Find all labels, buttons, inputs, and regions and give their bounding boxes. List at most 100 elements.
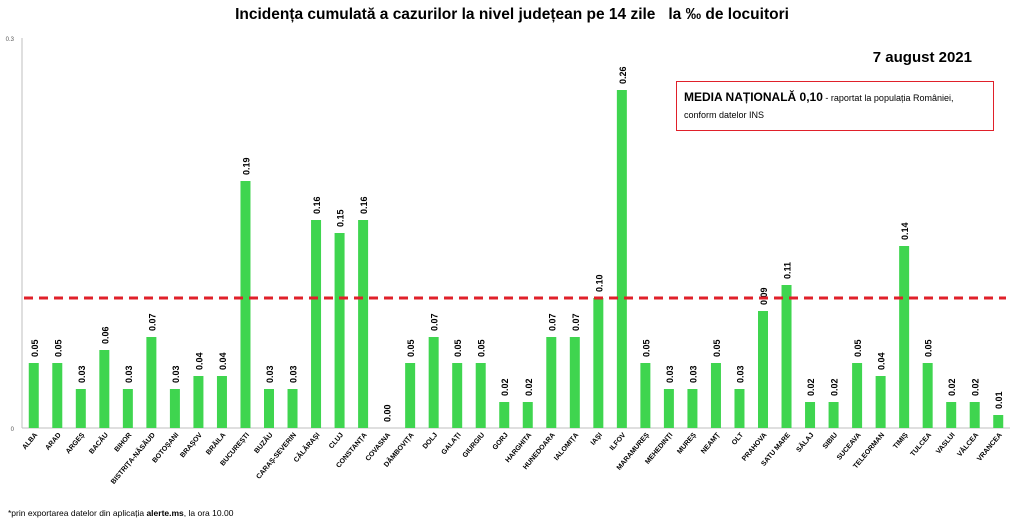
footnote-prefix: *prin exportarea datelor din aplicația: [8, 508, 147, 518]
bar: [828, 402, 839, 428]
data-label: 0.01: [994, 391, 1004, 409]
data-label: 0.05: [53, 339, 63, 357]
bar: [169, 389, 180, 428]
bar: [522, 402, 533, 428]
category-label: VRANCEA: [976, 432, 1004, 463]
data-label: 0.02: [947, 378, 957, 396]
footnote: *prin exportarea datelor din aplicația a…: [8, 508, 233, 518]
category-label: BUZĂU: [252, 431, 275, 456]
bar: [993, 415, 1004, 428]
category-label: TULCEA: [910, 432, 934, 458]
category-label: SĂLAJ: [794, 430, 816, 453]
category-label: IALOMIȚA: [553, 432, 580, 462]
data-label: 0.05: [453, 339, 463, 357]
data-label: 0.06: [100, 326, 110, 344]
category-label: GIURGIU: [462, 432, 487, 459]
bar: [640, 363, 651, 428]
data-label: 0.05: [712, 339, 722, 357]
category-label: VÂLCEA: [955, 431, 980, 459]
data-label: 0.05: [853, 339, 863, 357]
bar: [687, 389, 698, 428]
data-label: 0.04: [877, 352, 887, 370]
bar: [287, 389, 298, 428]
category-label: CLUJ: [328, 432, 345, 451]
bar: [875, 376, 886, 428]
national-average-label: MEDIA NAȚIONALĂ 0,10: [684, 90, 823, 104]
category-label: BACĂU: [87, 431, 110, 456]
data-label: 0.16: [312, 196, 322, 214]
bar: [216, 376, 227, 428]
data-label: 0.03: [735, 365, 745, 383]
bar: [922, 363, 933, 428]
category-label: DOLJ: [422, 432, 439, 451]
category-label: ARGEȘ: [65, 432, 87, 456]
data-label: 0.03: [171, 365, 181, 383]
bar: [264, 389, 274, 428]
bar: [663, 389, 674, 428]
bar: [28, 363, 39, 428]
category-label: ILFOV: [609, 432, 628, 453]
bar: [710, 363, 721, 428]
national-average-source: conform datelor INS: [684, 110, 765, 120]
data-label: 0.26: [618, 66, 628, 84]
bar: [569, 337, 580, 428]
category-label: ARAD: [44, 432, 62, 452]
category-label: GALAȚI: [441, 432, 463, 456]
data-label: 0.03: [289, 365, 299, 383]
data-label: 0.05: [30, 339, 40, 357]
category-label: TIMIȘ: [892, 432, 910, 451]
data-label: 0.03: [665, 365, 675, 383]
bar: [452, 363, 463, 428]
bar: [475, 363, 486, 428]
data-label: 0.15: [336, 209, 346, 227]
bar: [334, 233, 345, 428]
bar: [546, 337, 557, 428]
category-label: BISTRIȚA-NĂSĂUD: [109, 431, 157, 486]
data-label: 0.02: [524, 378, 534, 396]
bar: [428, 337, 439, 428]
national-average-box: MEDIA NAȚIONALĂ 0,10 - raportat la popul…: [676, 81, 994, 131]
y-tick-label: 0.3: [6, 37, 15, 43]
data-label: 0.09: [759, 287, 769, 305]
category-label: SIBIU: [822, 432, 839, 451]
data-label: 0.03: [77, 365, 87, 383]
category-label: GORJ: [492, 432, 510, 452]
bar: [781, 285, 792, 428]
data-label: 0.07: [147, 313, 157, 331]
category-label: VASLUI: [935, 432, 957, 456]
bar: [240, 181, 251, 428]
data-label: 0.05: [477, 339, 487, 357]
bar: [616, 90, 627, 428]
data-label: 0.16: [359, 196, 369, 214]
data-label: 0.07: [430, 313, 440, 331]
bar: [193, 376, 204, 428]
bar: [405, 363, 416, 428]
data-label: 0.04: [218, 352, 228, 370]
bar: [805, 402, 816, 428]
data-label: 0.04: [194, 352, 204, 370]
data-label: 0.11: [783, 262, 793, 279]
category-label: OLT: [731, 431, 745, 446]
data-label: 0.00: [383, 404, 393, 422]
category-label: MUREȘ: [676, 432, 698, 456]
data-label: 0.03: [265, 365, 275, 383]
category-label: NEAMȚ: [700, 431, 722, 455]
data-label: 0.03: [688, 365, 698, 383]
footnote-app: alerte.ms: [146, 508, 184, 518]
bar: [122, 389, 133, 428]
bar: [734, 389, 745, 428]
y-tick-label: 0: [11, 427, 15, 433]
data-label: 0.14: [900, 222, 910, 240]
category-label: ALBA: [21, 432, 39, 451]
bar: [75, 389, 86, 428]
data-label: 0.07: [547, 313, 557, 331]
data-label: 0.05: [924, 339, 934, 357]
data-label: 0.05: [406, 339, 416, 357]
bar: [852, 363, 863, 428]
bar: [146, 337, 157, 428]
data-label: 0.19: [241, 157, 251, 175]
bar: [52, 363, 63, 428]
bar: [593, 298, 604, 428]
bar: [899, 246, 910, 428]
